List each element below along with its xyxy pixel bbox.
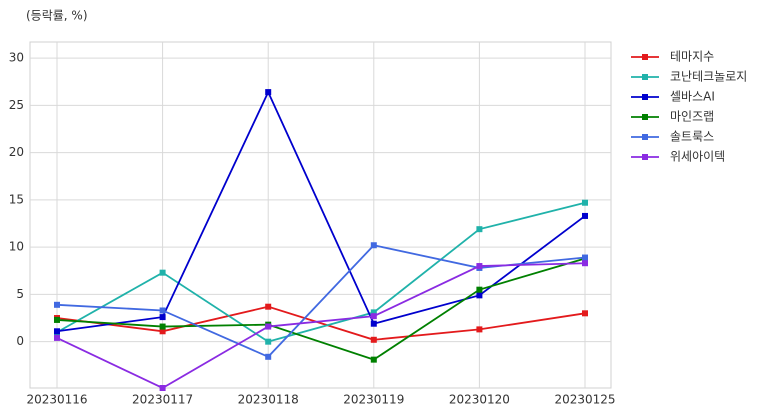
y-tick-label: 20 xyxy=(9,145,24,159)
plot-area xyxy=(29,41,612,389)
legend-label: 셀바스AI xyxy=(670,90,715,104)
point xyxy=(159,307,166,314)
point xyxy=(582,199,588,206)
legend-marker xyxy=(642,54,648,60)
point xyxy=(370,242,377,249)
point xyxy=(54,328,60,335)
point xyxy=(159,323,166,330)
y-tick-label: 25 xyxy=(9,98,24,112)
x-tick-label: 20230118 xyxy=(238,393,299,407)
point xyxy=(159,269,166,276)
y-tick-label: 30 xyxy=(9,51,24,65)
series-line xyxy=(56,201,586,343)
point xyxy=(159,314,166,321)
series-line xyxy=(56,89,586,333)
point xyxy=(54,301,60,308)
series-line xyxy=(56,257,586,361)
series-line xyxy=(56,244,586,358)
point xyxy=(582,254,588,261)
series-line xyxy=(56,262,586,390)
x-tick-label: 20230119 xyxy=(343,393,404,407)
legend-label: 코난테크놀로지 xyxy=(670,70,747,84)
point xyxy=(54,316,60,323)
y-tick-label: 5 xyxy=(16,287,24,301)
point xyxy=(476,263,483,270)
point xyxy=(476,286,483,293)
legend-label: 위세아이텍 xyxy=(670,150,725,164)
point xyxy=(370,336,377,343)
y-axis-label: (등락률, %) xyxy=(26,9,88,23)
legend-marker xyxy=(642,74,648,80)
y-tick-label: 0 xyxy=(16,334,24,348)
y-tick-label: 10 xyxy=(9,240,24,254)
point xyxy=(476,326,483,333)
y-tick-label: 15 xyxy=(9,192,24,206)
point xyxy=(265,303,272,310)
point xyxy=(159,328,166,335)
point xyxy=(582,260,588,267)
point xyxy=(582,212,588,219)
point xyxy=(265,338,272,345)
legend-label: 테마지수 xyxy=(670,50,714,64)
point xyxy=(582,310,588,317)
point xyxy=(265,353,272,360)
point xyxy=(370,356,377,363)
point xyxy=(54,334,60,341)
point xyxy=(370,313,377,320)
legend-label: 솔트룩스 xyxy=(670,130,714,144)
x-tick-label: 20230116 xyxy=(26,393,87,407)
x-tick-label: 20230120 xyxy=(449,393,510,407)
x-tick-label: 20230117 xyxy=(132,393,193,407)
legend-marker xyxy=(642,114,648,120)
legend-label: 마인즈랩 xyxy=(670,110,714,124)
series-line xyxy=(56,305,586,341)
legend-marker xyxy=(642,94,648,100)
legend-marker xyxy=(642,134,648,140)
point xyxy=(476,226,483,233)
point xyxy=(265,89,272,96)
point xyxy=(370,309,377,316)
point xyxy=(476,292,483,299)
point xyxy=(265,323,272,330)
x-tick-label: 20230125 xyxy=(554,393,615,407)
legend-marker xyxy=(642,154,648,160)
point xyxy=(159,385,166,391)
point xyxy=(370,320,377,327)
